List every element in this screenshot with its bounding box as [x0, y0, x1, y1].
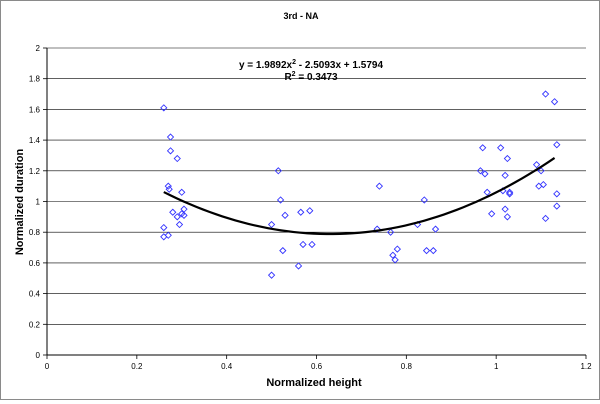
x-tick-label: 1.2	[580, 362, 592, 371]
x-tick-label: 0.6	[311, 362, 323, 371]
data-point	[375, 182, 384, 190]
data-point	[393, 245, 401, 253]
y-tick-label: 0.4	[29, 290, 41, 299]
r-squared-label: R2 = 0.3473	[284, 71, 338, 83]
x-tick-label: 0	[45, 362, 50, 371]
y-tick-label: 0	[36, 351, 41, 360]
data-point	[267, 220, 276, 229]
data-point	[160, 223, 168, 232]
data-point	[420, 196, 428, 204]
data-point	[386, 228, 395, 236]
data-point	[297, 208, 305, 216]
data-point	[553, 141, 561, 149]
data-point	[279, 246, 287, 255]
data-point	[483, 188, 491, 196]
data-point	[173, 154, 181, 163]
data-point	[389, 251, 397, 259]
data-point	[160, 104, 168, 112]
data-point	[550, 98, 559, 106]
data-point	[166, 133, 175, 141]
data-point	[281, 211, 289, 219]
data-point	[175, 220, 184, 229]
axes	[43, 47, 587, 359]
data-point	[294, 262, 303, 270]
x-tick-labels: 0 0.2 0.4 0.6 0.8 1 1.2	[45, 362, 592, 371]
data-point	[180, 211, 188, 219]
x-axis-title: Normalized height	[266, 377, 362, 389]
x-tick-label: 0.4	[221, 362, 233, 371]
y-tick-label: 0.2	[29, 320, 41, 329]
y-tick-label: 2	[36, 44, 41, 53]
data-point	[506, 188, 514, 196]
data-point	[553, 202, 561, 210]
data-point	[165, 185, 173, 193]
chart-title: 3rd - NA	[283, 11, 319, 21]
data-point	[429, 246, 437, 255]
data-point	[481, 170, 489, 178]
data-points	[160, 90, 561, 279]
data-point	[274, 167, 282, 175]
y-tick-labels: 0 0.2 0.4 0.6 0.8 1 1.2 1.4 1.6 1.8 2	[29, 44, 41, 360]
data-point	[299, 240, 307, 249]
data-point	[373, 225, 381, 233]
y-tick-label: 1	[36, 198, 41, 207]
y-tick-label: 1.4	[29, 136, 41, 145]
data-point	[166, 147, 175, 155]
y-tick-label: 1.2	[29, 167, 41, 176]
data-point	[164, 182, 172, 190]
x-tick-label: 0.8	[401, 362, 413, 371]
data-point	[501, 205, 509, 213]
data-point	[431, 225, 440, 233]
data-point	[532, 161, 541, 169]
data-point	[276, 196, 285, 204]
gridlines	[47, 47, 586, 325]
data-point	[488, 210, 496, 218]
x-tick-label: 0.2	[131, 362, 143, 371]
data-point	[503, 213, 512, 221]
data-point	[169, 208, 177, 216]
data-point	[476, 167, 485, 175]
data-point	[178, 188, 186, 196]
data-point	[164, 231, 172, 239]
data-point	[553, 190, 561, 198]
data-point	[541, 214, 550, 223]
data-point	[539, 180, 547, 189]
data-point	[497, 144, 505, 152]
data-point	[173, 213, 181, 221]
y-axis-title: Normalized duration	[14, 149, 26, 256]
y-tick-label: 1.6	[29, 105, 41, 114]
trend-equation: y = 1.9892x2 - 2.5093x + 1.5794	[239, 59, 383, 71]
data-point	[422, 246, 431, 255]
data-point	[267, 271, 276, 279]
data-point	[479, 144, 487, 152]
data-point	[391, 256, 399, 264]
trendline	[163, 157, 556, 236]
data-point	[503, 154, 512, 163]
x-tick-label: 1	[494, 362, 499, 371]
y-tick-label: 1.8	[29, 75, 41, 84]
data-point	[537, 167, 545, 175]
data-point	[541, 90, 550, 98]
data-point	[501, 171, 509, 180]
data-point	[308, 240, 316, 249]
y-tick-label: 0.8	[29, 228, 41, 237]
y-tick-label: 0.6	[29, 259, 41, 268]
data-point	[306, 207, 314, 215]
